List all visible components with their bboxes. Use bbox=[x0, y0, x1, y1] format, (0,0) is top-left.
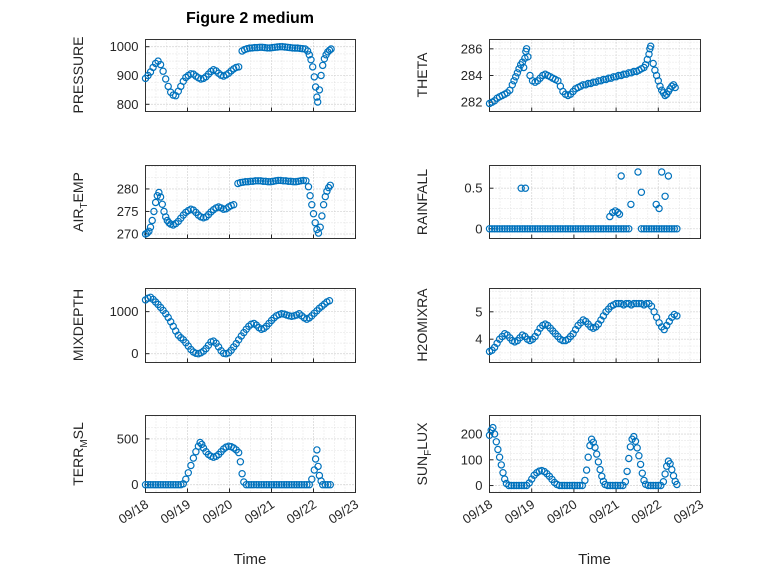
minor-grid bbox=[145, 288, 356, 363]
axes-box bbox=[145, 165, 356, 239]
x-tick-label: 09/19 bbox=[158, 496, 193, 526]
x-tick-label: 09/21 bbox=[586, 496, 621, 526]
x-tick-label: 09/23 bbox=[326, 496, 359, 526]
x-tick-label: 09/23 bbox=[671, 496, 704, 526]
y-tick-label: 800 bbox=[117, 97, 139, 112]
axes-box bbox=[489, 288, 701, 363]
y-tick-label: 270 bbox=[117, 226, 139, 241]
y-tick-label: 286 bbox=[461, 41, 483, 56]
y-tick-label: 900 bbox=[117, 68, 139, 83]
rainfall-plot-area: 00.5 bbox=[464, 165, 701, 239]
ylabel-text: LUX bbox=[414, 422, 431, 450]
sun-flux-data-points bbox=[485, 423, 681, 490]
x-tick-label: 09/18 bbox=[116, 496, 151, 526]
sun-flux-plot-area: 0 100 200 09/18 09/19 09/20 09/21 09/22 09/23 bbox=[460, 415, 704, 527]
x-tick-label: 09/20 bbox=[544, 496, 579, 526]
air-temp-data-points bbox=[141, 176, 334, 238]
y-tick-label: 0 bbox=[475, 221, 482, 236]
rainfall-y-axis-label: RAINFALL bbox=[414, 168, 434, 234]
x-axis-label-left: Time bbox=[233, 551, 267, 568]
subplot-sun-flux: SUNFLUX 0 100 200 09/18 09/19 09/20 09/21 09/22… bbox=[414, 414, 704, 553]
pressure-data-points bbox=[141, 42, 335, 106]
theta-data-points bbox=[485, 42, 679, 108]
terr-msl-plot-area: 0 500 09/18 09/19 09/20 09/21 09/22 09/23 bbox=[116, 415, 359, 527]
x-tick-label: 09/21 bbox=[242, 496, 277, 526]
h2omixra-data-points bbox=[485, 299, 681, 356]
y-tick-label: 0 bbox=[131, 346, 138, 361]
ylabel-text: RAINFALL bbox=[414, 168, 431, 235]
ylabel-text: MIXDEPTH bbox=[70, 288, 87, 362]
x-tick-label: 09/22 bbox=[628, 496, 663, 526]
ylabel-text: H2OMIXRA bbox=[414, 288, 431, 362]
y-tick-label: 0 bbox=[475, 478, 482, 493]
x-tick-label: 09/19 bbox=[502, 496, 537, 526]
y-tick-label: 0.5 bbox=[464, 181, 482, 196]
minor-grid bbox=[489, 415, 701, 493]
ylabel-text: PRESSURE bbox=[70, 36, 87, 114]
ylabel-subscript: F bbox=[422, 449, 434, 456]
ylabel-text: THETA bbox=[414, 52, 431, 98]
minor-grid bbox=[489, 39, 701, 112]
theta-plot-area: 282 284 286 bbox=[461, 39, 701, 112]
air-temp-plot-area: 270 275 280 bbox=[117, 165, 356, 241]
ylabel-text: TERR bbox=[70, 447, 87, 486]
subplot-theta: THETA 282 284 286 bbox=[414, 38, 704, 114]
h2omixra-plot-area: 45 bbox=[475, 288, 701, 363]
y-tick-label: 100 bbox=[461, 452, 483, 467]
x-tick-label: 09/22 bbox=[284, 496, 319, 526]
ylabel-text: AIR bbox=[70, 208, 87, 232]
axes-box bbox=[145, 415, 356, 493]
y-tick-label: 5 bbox=[475, 304, 482, 319]
y-tick-label: 1000 bbox=[110, 39, 139, 54]
sun-flux-y-axis-label: SUNFLUX bbox=[414, 422, 434, 485]
rainfall-data-points bbox=[485, 168, 681, 233]
y-tick-label: 284 bbox=[461, 68, 483, 83]
y-tick-label: 200 bbox=[461, 427, 483, 442]
y-tick-label: 500 bbox=[117, 431, 139, 446]
mixdepth-data-points bbox=[141, 293, 334, 358]
subplot-terr-msl: TERRMSL 0 500 09/18 09/19 09/20 09/21 09/22 09/… bbox=[70, 414, 359, 553]
y-tick-label: 4 bbox=[475, 332, 482, 347]
y-tick-label: 0 bbox=[131, 477, 138, 492]
ylabel-subscript: M bbox=[78, 438, 90, 448]
axes-box bbox=[489, 165, 701, 239]
mixdepth-plot-area: 0 1000 bbox=[110, 288, 356, 363]
mixdepth-y-axis-label: MIXDEPTH bbox=[70, 289, 90, 361]
tick-marks bbox=[145, 46, 356, 112]
pressure-y-axis-label: PRESSURE bbox=[70, 36, 90, 113]
ylabel-text: SUN bbox=[414, 455, 431, 485]
y-tick-label: 1000 bbox=[110, 304, 139, 319]
y-tick-label: 275 bbox=[117, 204, 139, 219]
subplot-air-temp: AIRTEMP 270 275 280 bbox=[70, 164, 359, 241]
subplot-pressure: PRESSURE 800 900 1000 bbox=[70, 36, 359, 114]
theta-y-axis-label: THETA bbox=[414, 53, 434, 98]
subplot-rainfall: RAINFALL 0 0.5 bbox=[414, 164, 704, 241]
tick-marks bbox=[145, 311, 356, 363]
pressure-plot-area: 800 900 1000 bbox=[110, 39, 356, 112]
axes-box bbox=[489, 415, 701, 493]
tick-marks bbox=[489, 311, 701, 363]
air-temp-y-axis-label: AIRTEMP bbox=[70, 172, 90, 232]
ylabel-text: SL bbox=[70, 421, 87, 439]
tick-marks bbox=[489, 433, 701, 493]
ylabel-text: EMP bbox=[70, 171, 87, 202]
y-tick-label: 282 bbox=[461, 95, 483, 110]
axes-box bbox=[145, 288, 356, 363]
terr-msl-data-points bbox=[141, 438, 334, 489]
figure-title: Figure 2 medium bbox=[185, 10, 315, 27]
y-tick-label: 280 bbox=[117, 181, 139, 196]
x-tick-label: 09/20 bbox=[200, 496, 235, 526]
subplot-mixdepth: MIXDEPTH 0 1000 bbox=[70, 287, 359, 365]
x-axis-label-right: Time bbox=[578, 551, 611, 568]
terr-msl-y-axis-label: TERRMSL bbox=[70, 422, 90, 486]
x-tick-label: 09/18 bbox=[460, 496, 495, 526]
h2omixra-y-axis-label: H2OMIXRA bbox=[414, 288, 434, 361]
